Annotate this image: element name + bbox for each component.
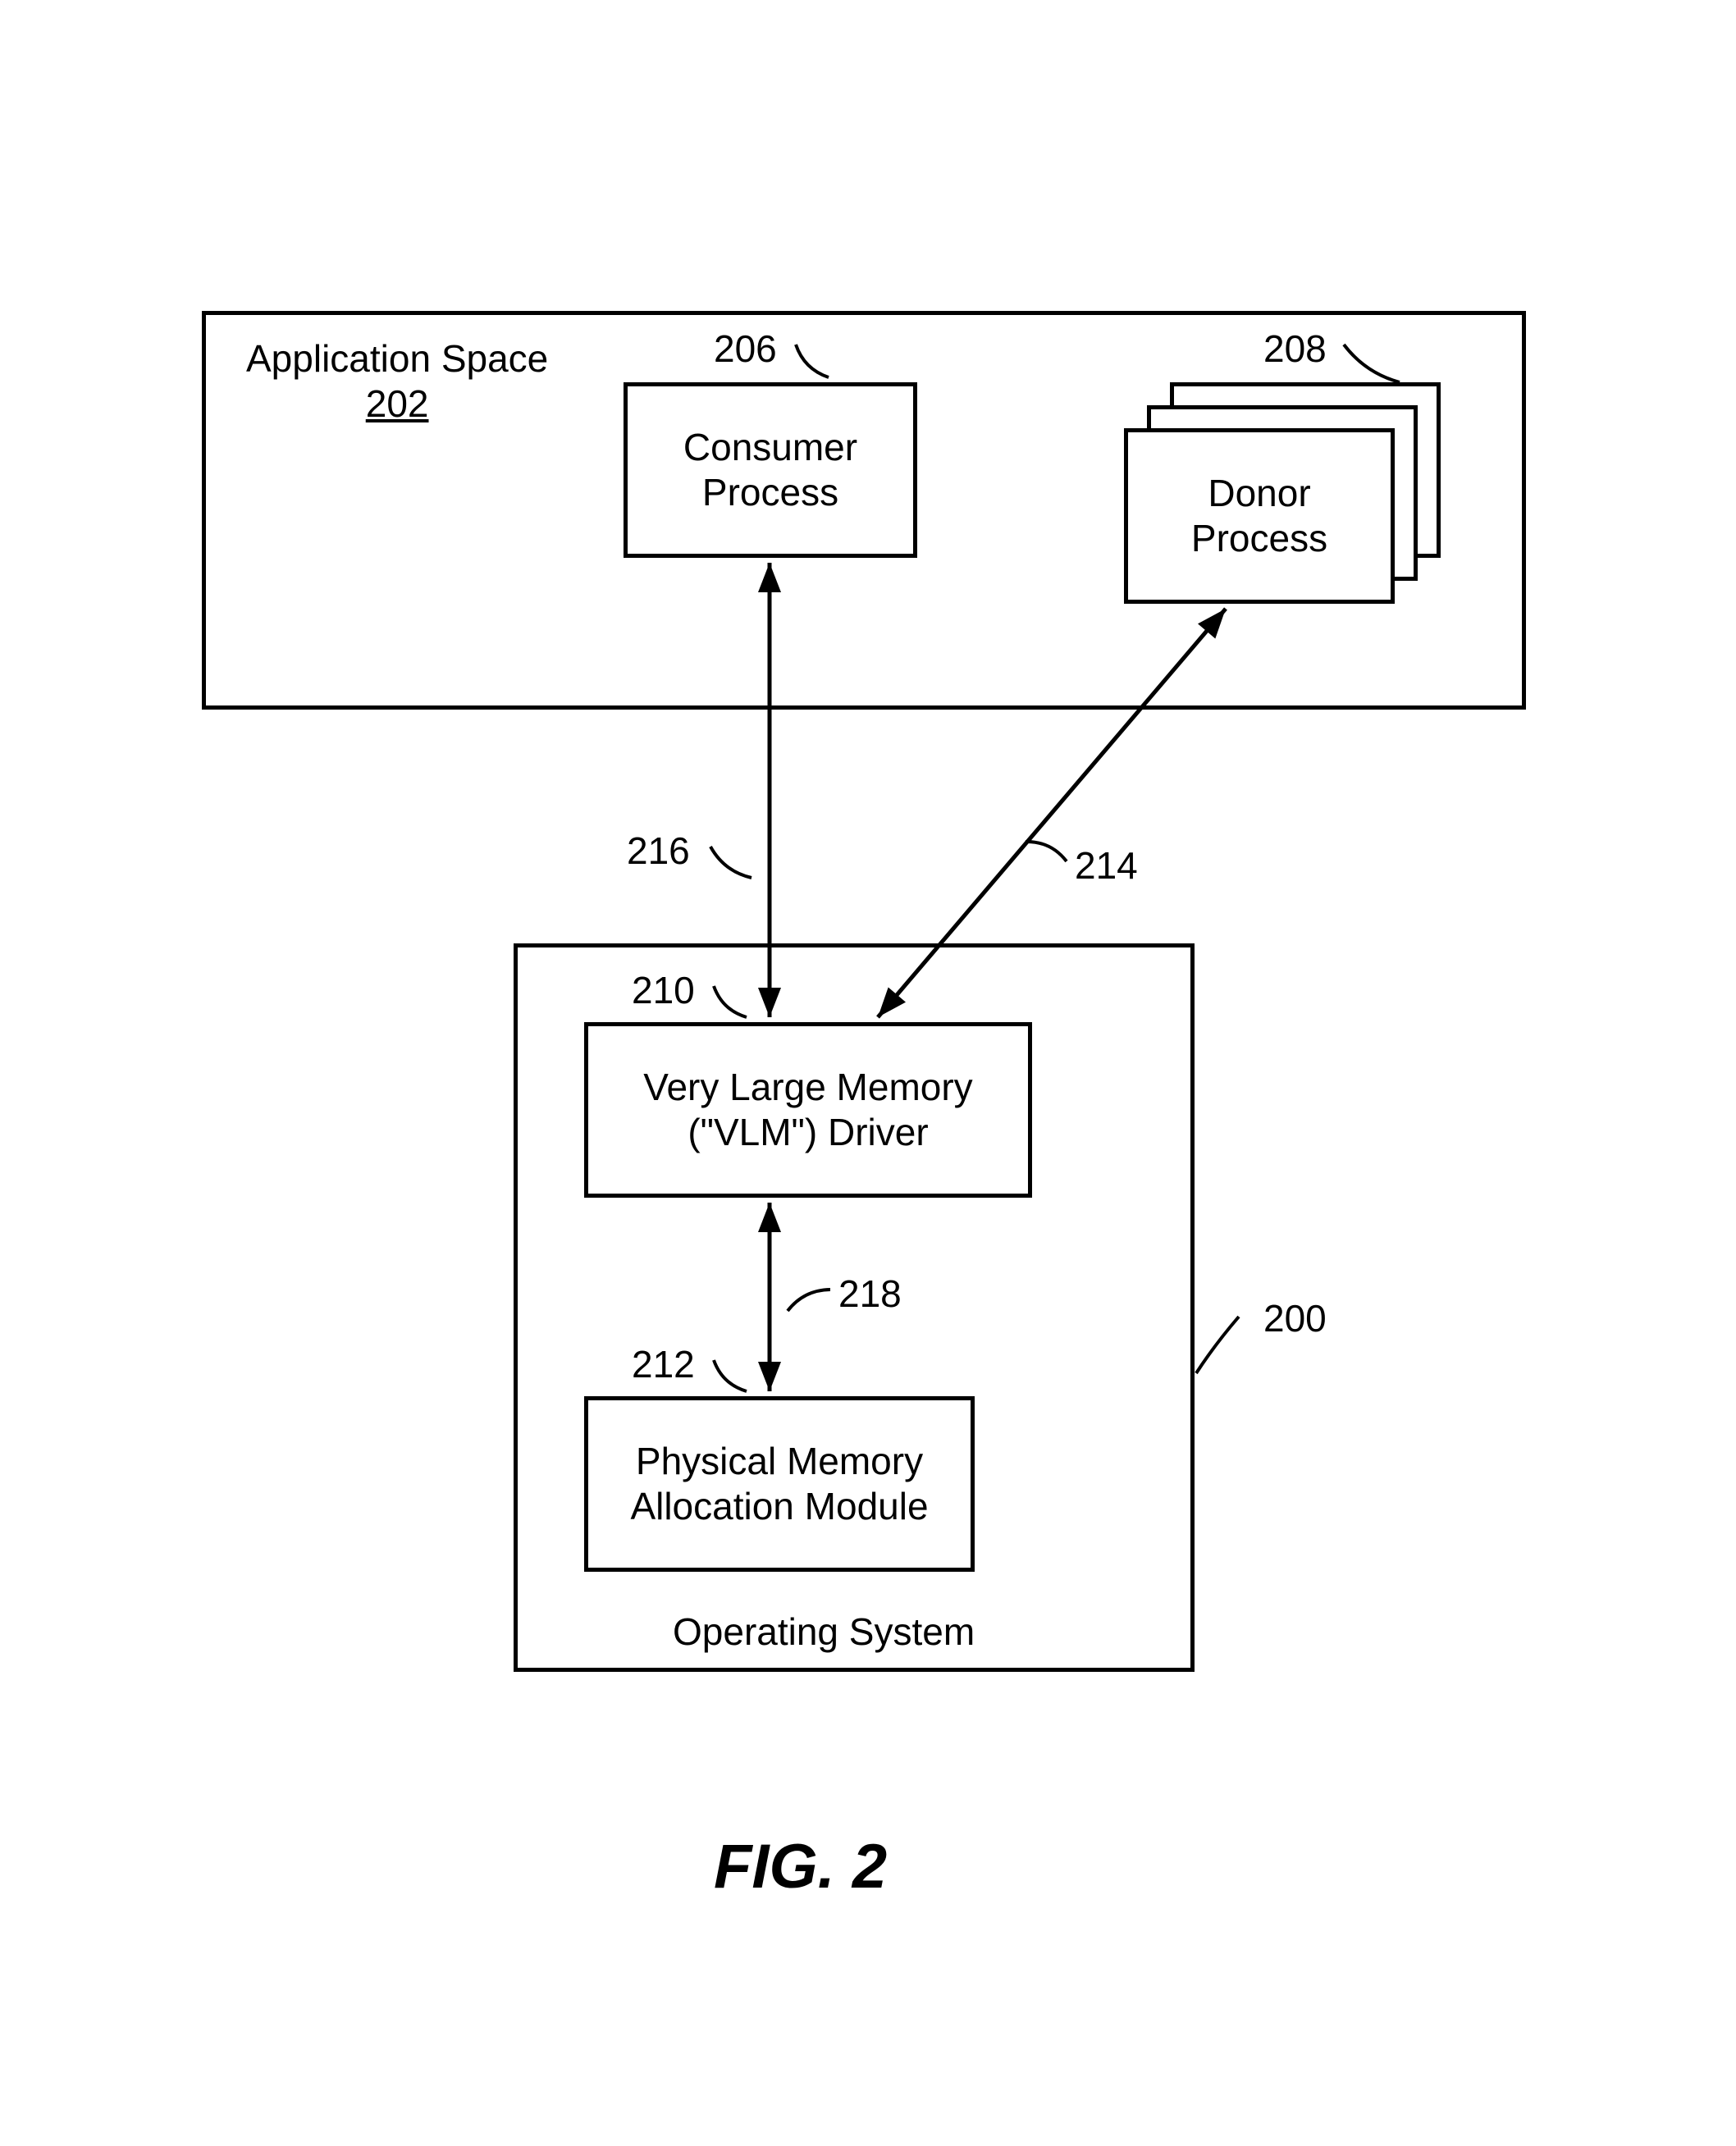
donor-process-text: DonorProcess — [1128, 432, 1391, 600]
pmam-text: Physical MemoryAllocation Module — [588, 1400, 971, 1568]
donor-ref: 208 — [1263, 326, 1327, 371]
vlm-driver-text: Very Large Memory("VLM") Driver — [588, 1026, 1028, 1194]
diagram-root: Application Space 202 ConsumerProcess 20… — [0, 0, 1736, 2146]
consumer-process-text: ConsumerProcess — [628, 386, 913, 554]
pmam-ref: 212 — [632, 1342, 695, 1386]
consumer-process-box: ConsumerProcess — [624, 382, 917, 558]
pmam-box: Physical MemoryAllocation Module — [584, 1396, 975, 1572]
arrow-214-ref: 214 — [1075, 843, 1138, 888]
application-space-ref: 202 — [366, 382, 429, 425]
operating-system-label: Operating System — [673, 1610, 975, 1655]
application-space-title: Application Space — [246, 337, 548, 380]
vlm-ref: 210 — [632, 968, 695, 1012]
figure-caption: FIG. 2 — [714, 1829, 887, 1904]
arrow-216-ref: 216 — [627, 829, 690, 873]
arrow-218-ref: 218 — [838, 1272, 902, 1316]
donor-process-box: DonorProcess — [1124, 428, 1395, 604]
application-space-label: Application Space 202 — [246, 336, 548, 427]
operating-system-ref: 200 — [1263, 1296, 1327, 1340]
vlm-driver-box: Very Large Memory("VLM") Driver — [584, 1022, 1032, 1198]
consumer-ref: 206 — [714, 326, 777, 371]
